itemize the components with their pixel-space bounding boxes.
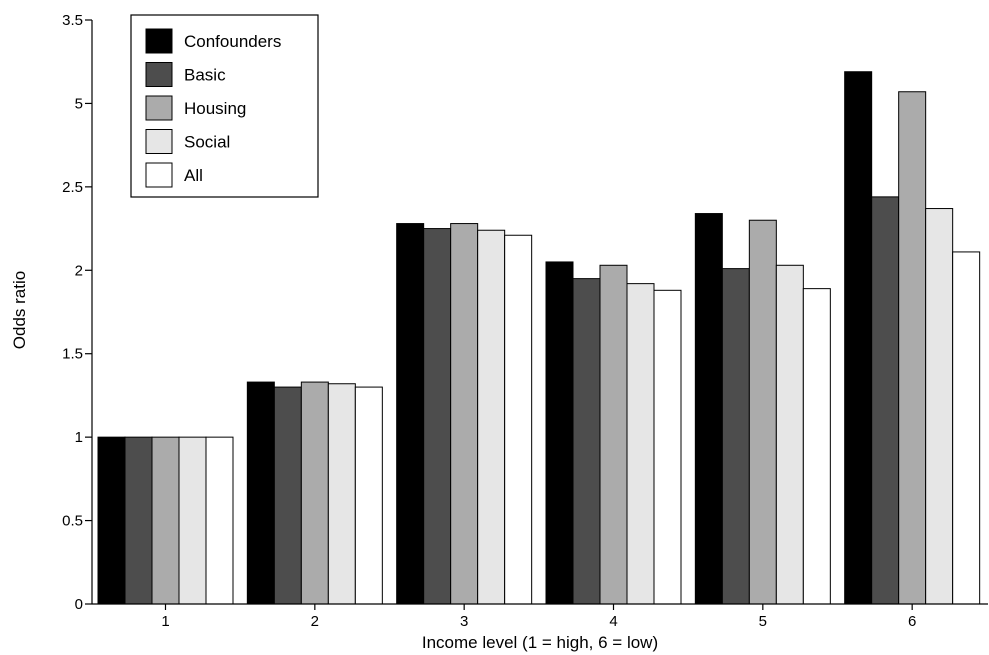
bar-all-4 [653, 289, 682, 605]
legend-label-basic: Basic [184, 66, 226, 85]
bar-all-5 [802, 288, 831, 605]
y-tick-label: 0.5 [62, 513, 83, 530]
bar-housing-2 [300, 381, 329, 605]
legend-swatch-confounders [145, 28, 173, 54]
x-tick-label: 5 [759, 613, 767, 630]
legend-swatch-housing [145, 95, 173, 121]
legend-swatch-all [145, 162, 173, 188]
bar-social-6 [925, 208, 954, 605]
bar-housing-1 [151, 436, 180, 605]
bar-confounders-2 [246, 381, 275, 605]
bar-social-1 [178, 436, 207, 605]
bar-social-3 [477, 229, 506, 605]
y-tick-label: 2.5 [62, 179, 83, 196]
x-tick-label: 4 [609, 613, 617, 630]
y-tick-label: 2 [75, 262, 83, 279]
y-tick-label: 1 [75, 429, 83, 446]
bar-all-6 [952, 251, 981, 605]
bar-confounders-4 [545, 261, 574, 605]
y-tick-label: 3.5 [62, 12, 83, 29]
legend-label-confounders: Confounders [184, 32, 281, 51]
legend-swatch-basic [145, 62, 173, 87]
bar-social-2 [327, 383, 356, 605]
bar-all-3 [504, 234, 533, 605]
bar-housing-3 [450, 223, 479, 605]
legend-label-social: Social [184, 133, 230, 152]
bar-basic-2 [273, 386, 302, 605]
y-tick-label: 0 [75, 596, 83, 613]
bar-all-1 [205, 436, 234, 605]
bar-social-5 [775, 264, 804, 605]
y-axis-label: Odds ratio [10, 271, 29, 349]
bar-basic-3 [423, 228, 452, 605]
bar-basic-1 [124, 436, 153, 605]
x-tick-label: 1 [161, 613, 169, 630]
legend-label-all: All [184, 166, 203, 185]
bar-basic-6 [871, 196, 900, 605]
bar-housing-6 [898, 91, 927, 605]
y-tick-label: 1.5 [62, 346, 83, 363]
bar-confounders-6 [844, 71, 873, 605]
bar-social-4 [626, 283, 655, 605]
bar-basic-5 [721, 268, 750, 605]
x-tick-label: 2 [311, 613, 319, 630]
legend-swatch-social [145, 129, 173, 154]
bar-confounders-5 [694, 213, 723, 605]
y-tick-label: 5 [75, 95, 83, 112]
x-tick-label: 6 [908, 613, 916, 630]
bar-confounders-1 [97, 436, 126, 605]
legend-label-housing: Housing [184, 99, 246, 118]
bar-all-2 [354, 386, 383, 605]
y-axis: 0 0.5 1 1.5 2 2.5 5 3.5 [62, 12, 93, 613]
bar-housing-5 [748, 219, 777, 605]
x-axis-label: Income level (1 = high, 6 = low) [422, 633, 658, 652]
bars-group [97, 71, 981, 605]
bar-housing-4 [599, 264, 628, 605]
bar-confounders-3 [396, 223, 425, 605]
bar-basic-4 [572, 278, 601, 605]
legend: Confounders Basic Housing Social All [130, 14, 319, 198]
x-tick-label: 3 [460, 613, 468, 630]
x-axis: 1 2 3 4 5 6 [92, 603, 988, 630]
